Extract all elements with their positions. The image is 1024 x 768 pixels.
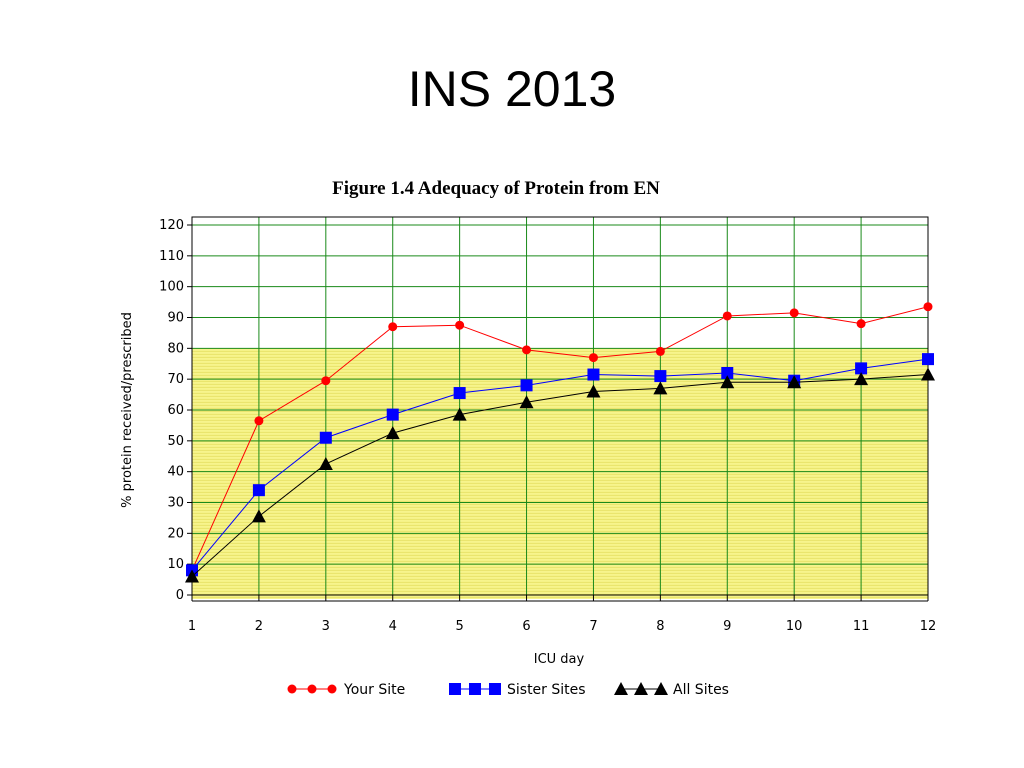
y-tick-label: 120 xyxy=(159,218,184,233)
data-point xyxy=(455,320,465,330)
legend-marker xyxy=(614,682,628,695)
legend-item-triangle: All Sites xyxy=(614,682,729,698)
series-line xyxy=(191,374,929,577)
grid-lines xyxy=(191,217,929,596)
y-tick-label: 60 xyxy=(167,403,184,418)
data-point xyxy=(855,362,868,375)
legend-label: All Sites xyxy=(673,682,729,698)
data-point xyxy=(385,426,400,440)
series-layer xyxy=(185,302,935,583)
y-tick-label: 10 xyxy=(167,557,184,572)
legend-marker xyxy=(307,684,317,694)
x-axis-title: ICU day xyxy=(534,652,585,667)
series-line xyxy=(191,358,929,571)
data-point xyxy=(721,367,734,379)
data-point xyxy=(453,387,466,400)
x-tick-label: 4 xyxy=(389,619,397,634)
data-point xyxy=(787,375,802,389)
data-point xyxy=(519,395,534,409)
legend-marker xyxy=(469,683,481,695)
x-tick-label: 5 xyxy=(455,619,463,634)
y-tick-label: 50 xyxy=(167,434,184,449)
data-point xyxy=(522,345,532,355)
x-tick-label: 11 xyxy=(853,619,870,634)
data-point xyxy=(321,376,331,386)
y-tick-label: 70 xyxy=(167,372,184,387)
data-point xyxy=(922,353,934,366)
legend-marker xyxy=(287,684,297,694)
data-point xyxy=(587,368,600,381)
x-tick-label: 9 xyxy=(723,619,731,634)
legend-item-square: Sister Sites xyxy=(449,682,586,698)
legend-label: Your Site xyxy=(343,682,405,698)
legend-marker xyxy=(327,684,337,694)
data-point xyxy=(452,407,467,421)
data-point xyxy=(586,384,601,398)
data-point xyxy=(319,431,332,444)
x-tick-label: 12 xyxy=(920,619,937,634)
plot-frame xyxy=(191,216,929,596)
data-point xyxy=(653,381,668,395)
data-point xyxy=(254,416,264,426)
legend-item-circle: Your Site xyxy=(287,682,405,698)
x-tick-label: 10 xyxy=(786,619,803,634)
highlight-band xyxy=(192,348,928,599)
data-point xyxy=(185,569,199,583)
y-tick-label: 80 xyxy=(167,341,184,356)
legend-marker xyxy=(634,682,648,695)
data-point xyxy=(386,408,399,421)
legend-marker xyxy=(489,683,501,695)
data-point xyxy=(252,484,265,497)
x-tick-label: 2 xyxy=(255,619,263,634)
data-point xyxy=(588,353,598,363)
data-point xyxy=(720,375,735,389)
legend-marker xyxy=(449,683,461,695)
legend-label: Sister Sites xyxy=(507,682,586,698)
data-point xyxy=(921,367,935,381)
slide-title: INS 2013 xyxy=(407,61,617,117)
data-point xyxy=(318,456,333,470)
data-point xyxy=(654,370,667,383)
data-point xyxy=(520,379,533,392)
y-tick-label: 30 xyxy=(167,496,184,511)
y-tick-label: 40 xyxy=(167,465,184,480)
data-point xyxy=(722,311,732,321)
y-tick-label: 110 xyxy=(159,249,184,264)
legend: Your Site Sister Sites All Sites xyxy=(287,682,729,698)
x-tick-label: 3 xyxy=(322,619,330,634)
series-line xyxy=(191,306,929,571)
y-tick-label: 100 xyxy=(159,280,184,295)
chart-title: Figure 1.4 Adequacy of Protein from EN xyxy=(332,178,660,199)
y-tick-label: 20 xyxy=(167,526,184,541)
x-tick-label: 7 xyxy=(589,619,597,634)
y-tick-label: 0 xyxy=(176,588,184,603)
series-square xyxy=(186,353,934,577)
data-point xyxy=(854,372,869,386)
x-tick-label: 1 xyxy=(188,619,196,634)
data-point xyxy=(388,322,398,332)
y-tick-label: 90 xyxy=(167,311,184,326)
data-point xyxy=(789,308,799,318)
data-point xyxy=(251,509,266,523)
series-triangle xyxy=(185,367,935,583)
x-tick-label: 6 xyxy=(522,619,530,634)
data-point xyxy=(856,319,866,329)
data-point xyxy=(655,346,665,356)
data-point xyxy=(923,302,933,312)
legend-marker xyxy=(654,682,668,695)
x-tick-label: 8 xyxy=(656,619,664,634)
y-axis-title: % protein received/prescribed xyxy=(120,312,135,508)
